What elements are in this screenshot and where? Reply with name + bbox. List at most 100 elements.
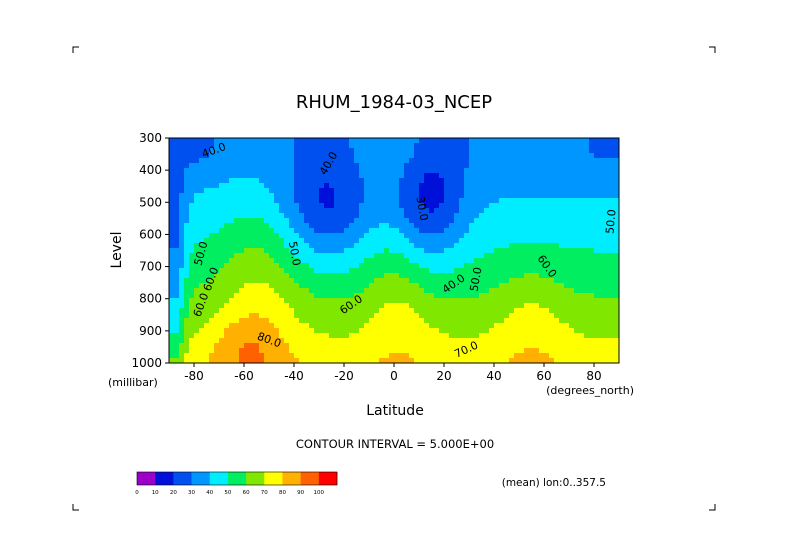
contour-cell xyxy=(179,268,185,274)
contour-cell xyxy=(184,333,190,339)
contour-cell xyxy=(594,333,600,339)
contour-cell xyxy=(479,343,485,349)
contour-cell xyxy=(559,193,565,199)
contour-cell xyxy=(539,273,545,279)
contour-cell xyxy=(329,238,335,244)
contour-cell xyxy=(539,188,545,194)
contour-cell xyxy=(509,338,515,344)
contour-cell xyxy=(269,208,275,214)
contour-cell xyxy=(384,168,390,174)
contour-cell xyxy=(469,223,475,229)
contour-cell xyxy=(479,358,485,363)
contour-cell xyxy=(249,203,255,209)
contour-cell xyxy=(514,168,520,174)
contour-cell xyxy=(344,288,350,294)
contour-cell xyxy=(434,198,440,204)
contour-cell xyxy=(359,343,365,349)
contour-cell xyxy=(484,218,490,224)
contour-cell xyxy=(419,253,425,259)
contour-cell xyxy=(174,273,180,279)
contour-cell xyxy=(454,223,460,229)
contour-cell xyxy=(549,248,555,254)
contour-cell xyxy=(254,328,260,334)
contour-cell xyxy=(179,258,185,264)
contour-cell xyxy=(449,143,455,149)
contour-cell xyxy=(324,198,330,204)
contour-cell xyxy=(499,253,505,259)
contour-cell xyxy=(614,158,619,164)
contour-cell xyxy=(374,178,380,184)
contour-cell xyxy=(284,248,290,254)
contour-cell xyxy=(314,258,320,264)
contour-cell xyxy=(469,158,475,164)
contour-cell xyxy=(304,293,310,299)
contour-cell xyxy=(389,303,395,309)
contour-cell xyxy=(544,148,550,154)
contour-cell xyxy=(209,218,215,224)
contour-cell xyxy=(244,333,250,339)
contour-cell xyxy=(469,318,475,324)
contour-cell xyxy=(554,273,560,279)
contour-cell xyxy=(594,318,600,324)
contour-cell xyxy=(299,248,305,254)
contour-cell xyxy=(519,238,525,244)
contour-cell xyxy=(174,173,180,179)
contour-cell xyxy=(269,323,275,329)
contour-cell xyxy=(389,353,395,359)
contour-cell xyxy=(274,238,280,244)
contour-cell xyxy=(534,208,540,214)
contour-cell xyxy=(349,278,355,284)
contour-cell xyxy=(514,193,520,199)
contour-cell xyxy=(364,258,370,264)
contour-cell xyxy=(409,158,415,164)
contour-cell xyxy=(289,268,295,274)
contour-cell xyxy=(559,213,565,219)
contour-cell xyxy=(184,233,190,239)
contour-cell xyxy=(424,343,430,349)
contour-cell xyxy=(519,268,525,274)
contour-cell xyxy=(284,198,290,204)
contour-cell xyxy=(314,268,320,274)
contour-cell xyxy=(269,303,275,309)
contour-cell xyxy=(584,228,590,234)
contour-cell xyxy=(334,208,340,214)
contour-cell xyxy=(609,183,615,189)
contour-cell xyxy=(394,263,400,269)
contour-cell xyxy=(589,143,595,149)
contour-cell xyxy=(584,268,590,274)
contour-cell xyxy=(289,178,295,184)
contour-cell xyxy=(349,253,355,259)
contour-cell xyxy=(279,278,285,284)
contour-cell xyxy=(544,138,550,144)
contour-cell xyxy=(179,223,185,229)
contour-cell xyxy=(239,358,245,363)
contour-cell xyxy=(234,168,240,174)
contour-cell xyxy=(599,263,605,269)
contour-cell xyxy=(324,268,330,274)
contour-cell xyxy=(249,253,255,259)
contour-cell xyxy=(439,283,445,289)
contour-cell xyxy=(214,233,220,239)
contour-cell xyxy=(299,268,305,274)
contour-cell xyxy=(279,213,285,219)
contour-cell xyxy=(434,333,440,339)
contour-cell xyxy=(204,143,210,149)
contour-cell xyxy=(229,353,235,359)
contour-cell xyxy=(429,148,435,154)
contour-cell xyxy=(594,173,600,179)
contour-cell xyxy=(184,138,190,144)
contour-cell xyxy=(179,248,185,254)
contour-cell xyxy=(519,323,525,329)
contour-cell xyxy=(299,303,305,309)
contour-cell xyxy=(544,323,550,329)
contour-cell xyxy=(579,248,585,254)
contour-cell xyxy=(569,198,575,204)
contour-cell xyxy=(419,153,425,159)
contour-cell xyxy=(544,143,550,149)
contour-cell xyxy=(289,318,295,324)
contour-cell xyxy=(239,298,245,304)
contour-cell xyxy=(369,138,375,144)
contour-cell xyxy=(309,168,315,174)
contour-cell xyxy=(574,238,580,244)
contour-cell xyxy=(169,353,175,359)
